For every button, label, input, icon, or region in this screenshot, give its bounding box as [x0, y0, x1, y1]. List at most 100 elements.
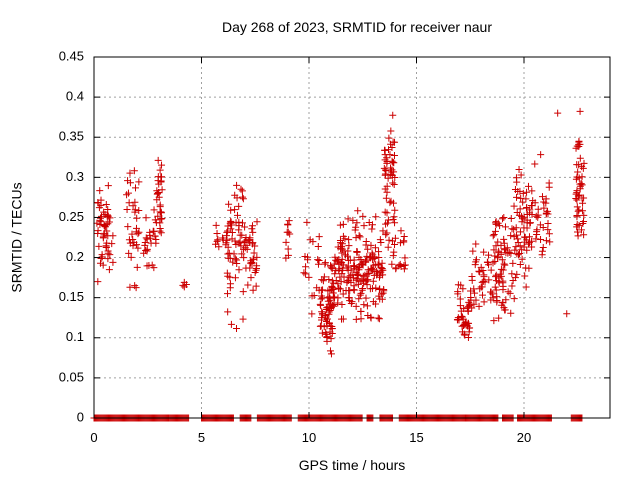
data-point	[143, 235, 151, 243]
y-tick-label: 0.3	[66, 169, 84, 184]
data-point	[485, 276, 493, 284]
data-point	[383, 159, 391, 167]
data-point	[326, 294, 334, 302]
data-point	[154, 212, 162, 220]
data-point	[464, 319, 472, 327]
data-point	[400, 238, 408, 246]
data-point	[373, 271, 381, 279]
data-point	[368, 266, 376, 274]
data-point	[573, 189, 581, 197]
data-point	[523, 203, 531, 211]
data-point	[109, 258, 117, 266]
data-point	[497, 250, 505, 258]
data-point	[331, 253, 339, 261]
data-point	[240, 254, 248, 262]
data-point	[224, 227, 232, 235]
data-point	[356, 291, 364, 299]
data-point	[453, 316, 461, 324]
data-point	[329, 301, 337, 309]
x-tick-label: 5	[198, 430, 205, 445]
data-point	[514, 235, 522, 243]
data-point	[396, 260, 404, 268]
data-point	[375, 292, 383, 300]
data-point	[371, 244, 379, 252]
data-point	[375, 254, 383, 262]
data-point	[537, 151, 545, 159]
chart-title: Day 268 of 2023, SRMTID for receiver nau…	[222, 19, 492, 35]
data-point	[104, 182, 112, 190]
data-point	[108, 240, 116, 248]
data-point	[156, 166, 164, 174]
y-tick-label: 0.1	[66, 329, 84, 344]
data-points	[90, 107, 588, 422]
data-point	[487, 266, 495, 274]
data-point	[219, 236, 227, 244]
data-point	[357, 289, 365, 297]
data-point	[532, 212, 540, 220]
data-point	[395, 262, 403, 270]
data-point	[382, 194, 390, 202]
data-point	[514, 238, 522, 246]
data-point	[381, 171, 389, 179]
data-point	[490, 246, 498, 254]
data-point	[522, 195, 530, 203]
data-point	[353, 248, 361, 256]
data-point	[528, 187, 536, 195]
data-point	[528, 237, 536, 245]
data-point	[512, 224, 520, 232]
data-point	[227, 218, 235, 226]
data-point	[401, 261, 409, 269]
data-point	[491, 252, 499, 260]
data-point	[284, 245, 292, 253]
data-point	[238, 250, 246, 258]
data-point	[99, 261, 107, 269]
data-point	[96, 187, 104, 195]
data-point	[531, 160, 539, 168]
data-point	[524, 182, 532, 190]
data-point	[497, 272, 505, 280]
data-point	[157, 208, 165, 216]
data-point	[330, 285, 338, 293]
data-point	[236, 231, 244, 239]
data-point	[324, 297, 332, 305]
data-point	[457, 281, 465, 289]
data-point	[494, 238, 502, 246]
data-point	[355, 295, 363, 303]
data-point	[228, 229, 236, 237]
data-point	[146, 234, 154, 242]
data-point	[363, 281, 371, 289]
data-point	[522, 283, 530, 291]
data-point	[226, 280, 234, 288]
data-point	[480, 298, 488, 306]
data-point	[554, 109, 562, 117]
data-point	[249, 228, 257, 236]
data-point	[250, 249, 258, 257]
data-point	[386, 151, 394, 159]
data-point	[103, 227, 111, 235]
data-point	[540, 198, 548, 206]
data-point	[345, 242, 353, 250]
data-point	[244, 281, 252, 289]
data-point	[339, 220, 347, 228]
data-point	[233, 256, 241, 264]
data-point	[508, 270, 516, 278]
data-point	[573, 173, 581, 181]
data-point	[374, 314, 382, 322]
data-point	[334, 294, 342, 302]
data-point	[226, 254, 234, 262]
data-point	[513, 270, 521, 278]
data-point	[358, 286, 366, 294]
data-point	[471, 289, 479, 297]
data-point	[391, 206, 399, 214]
data-point	[501, 306, 509, 314]
data-point	[230, 250, 238, 258]
data-point	[544, 219, 552, 227]
data-point	[496, 222, 504, 230]
data-point	[356, 233, 364, 241]
data-point	[381, 185, 389, 193]
data-point	[533, 230, 541, 238]
data-point	[239, 288, 247, 296]
data-point	[158, 186, 166, 194]
data-point	[512, 231, 520, 239]
data-point	[476, 268, 484, 276]
